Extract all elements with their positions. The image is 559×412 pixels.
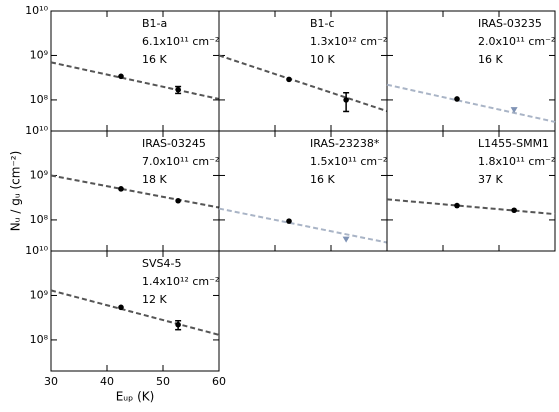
panel-frame	[386, 130, 556, 252]
panel-frame	[218, 10, 388, 132]
annotation: 1.5x10¹¹ cm⁻²	[310, 155, 387, 168]
annotation: 18 K	[142, 173, 167, 186]
upper-limit-marker	[510, 107, 518, 114]
y-tick-label: 10⁹	[30, 48, 48, 61]
fit-line	[386, 198, 556, 216]
fit-line	[50, 174, 220, 209]
fit-line	[218, 207, 388, 244]
data-point	[118, 186, 124, 192]
annotation: 10 K	[310, 53, 335, 66]
y-tick-label: 10¹⁰	[25, 124, 48, 137]
panel-title: L1455-SMM1	[478, 137, 549, 150]
data-point	[286, 76, 292, 83]
annotation: 2.0x10¹¹ cm⁻²	[478, 35, 555, 48]
x-tick-label: 50	[156, 375, 170, 388]
y-tick-label: 10⁸	[30, 93, 49, 106]
data-point	[511, 207, 517, 214]
annotation: 1.3x10¹² cm⁻²	[310, 35, 387, 48]
annotation: 16 K	[478, 53, 503, 66]
annotation: 7.0x10¹¹ cm⁻²	[142, 155, 219, 168]
y-tick-label: 10⁹	[30, 288, 48, 301]
annotation: 16 K	[142, 53, 167, 66]
fit-line	[386, 83, 556, 123]
panel-title: SVS4-5	[142, 257, 181, 270]
data-point	[175, 197, 181, 204]
y-tick-label: 10⁹	[30, 168, 48, 181]
data-point	[454, 96, 460, 102]
panel-title: B1-c	[310, 17, 335, 30]
panel-title: IRAS-03235	[478, 17, 542, 30]
upper-limit-marker	[342, 236, 350, 243]
data-point	[454, 202, 460, 209]
annotation: 1.4x10¹² cm⁻²	[142, 275, 219, 288]
panel-title: IRAS-23238*	[310, 137, 380, 150]
panel-frame	[50, 10, 220, 132]
panel-frame	[50, 250, 220, 372]
annotation: 1.8x10¹¹ cm⁻²	[478, 155, 555, 168]
x-tick-label: 30	[44, 375, 58, 388]
x-axis-label: Eᵤₚ (K)	[116, 390, 155, 404]
panel-title: B1-a	[142, 17, 167, 30]
data-point	[286, 218, 292, 224]
annotation: 37 K	[478, 173, 503, 186]
panel-title: IRAS-03245	[142, 137, 206, 150]
y-tick-label: 10⁸	[30, 213, 49, 226]
annotation: 12 K	[142, 293, 167, 306]
fit-line	[50, 61, 220, 100]
y-tick-label: 10¹⁰	[25, 244, 48, 257]
data-point	[118, 73, 124, 80]
annotation: 6.1x10¹¹ cm⁻²	[142, 35, 219, 48]
y-tick-label: 10⁸	[30, 333, 49, 346]
annotation: 16 K	[310, 173, 335, 186]
data-point	[343, 97, 349, 103]
fit-line	[50, 289, 220, 336]
data-point	[118, 304, 124, 311]
data-point	[175, 86, 181, 93]
x-tick-label: 60	[212, 375, 226, 388]
fit-line	[218, 54, 388, 113]
data-point	[175, 321, 181, 328]
x-tick-label: 40	[100, 375, 114, 388]
y-axis-label: Nᵤ / gᵤ (cm⁻²)	[9, 151, 23, 232]
y-tick-label: 10¹⁰	[25, 4, 48, 17]
